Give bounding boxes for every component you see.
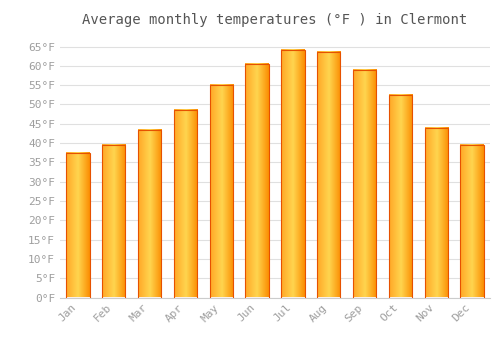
Bar bbox=[210, 85, 233, 298]
Bar bbox=[282, 50, 304, 298]
Bar bbox=[389, 95, 412, 298]
Title: Average monthly temperatures (°F ) in Clermont: Average monthly temperatures (°F ) in Cl… bbox=[82, 13, 468, 27]
Bar bbox=[174, 110, 197, 298]
Bar bbox=[317, 52, 340, 298]
Bar bbox=[460, 145, 483, 298]
Bar bbox=[246, 64, 268, 298]
Bar bbox=[353, 70, 376, 298]
Bar bbox=[424, 128, 448, 298]
Bar bbox=[102, 145, 126, 298]
Bar bbox=[138, 130, 161, 298]
Bar bbox=[66, 153, 90, 298]
